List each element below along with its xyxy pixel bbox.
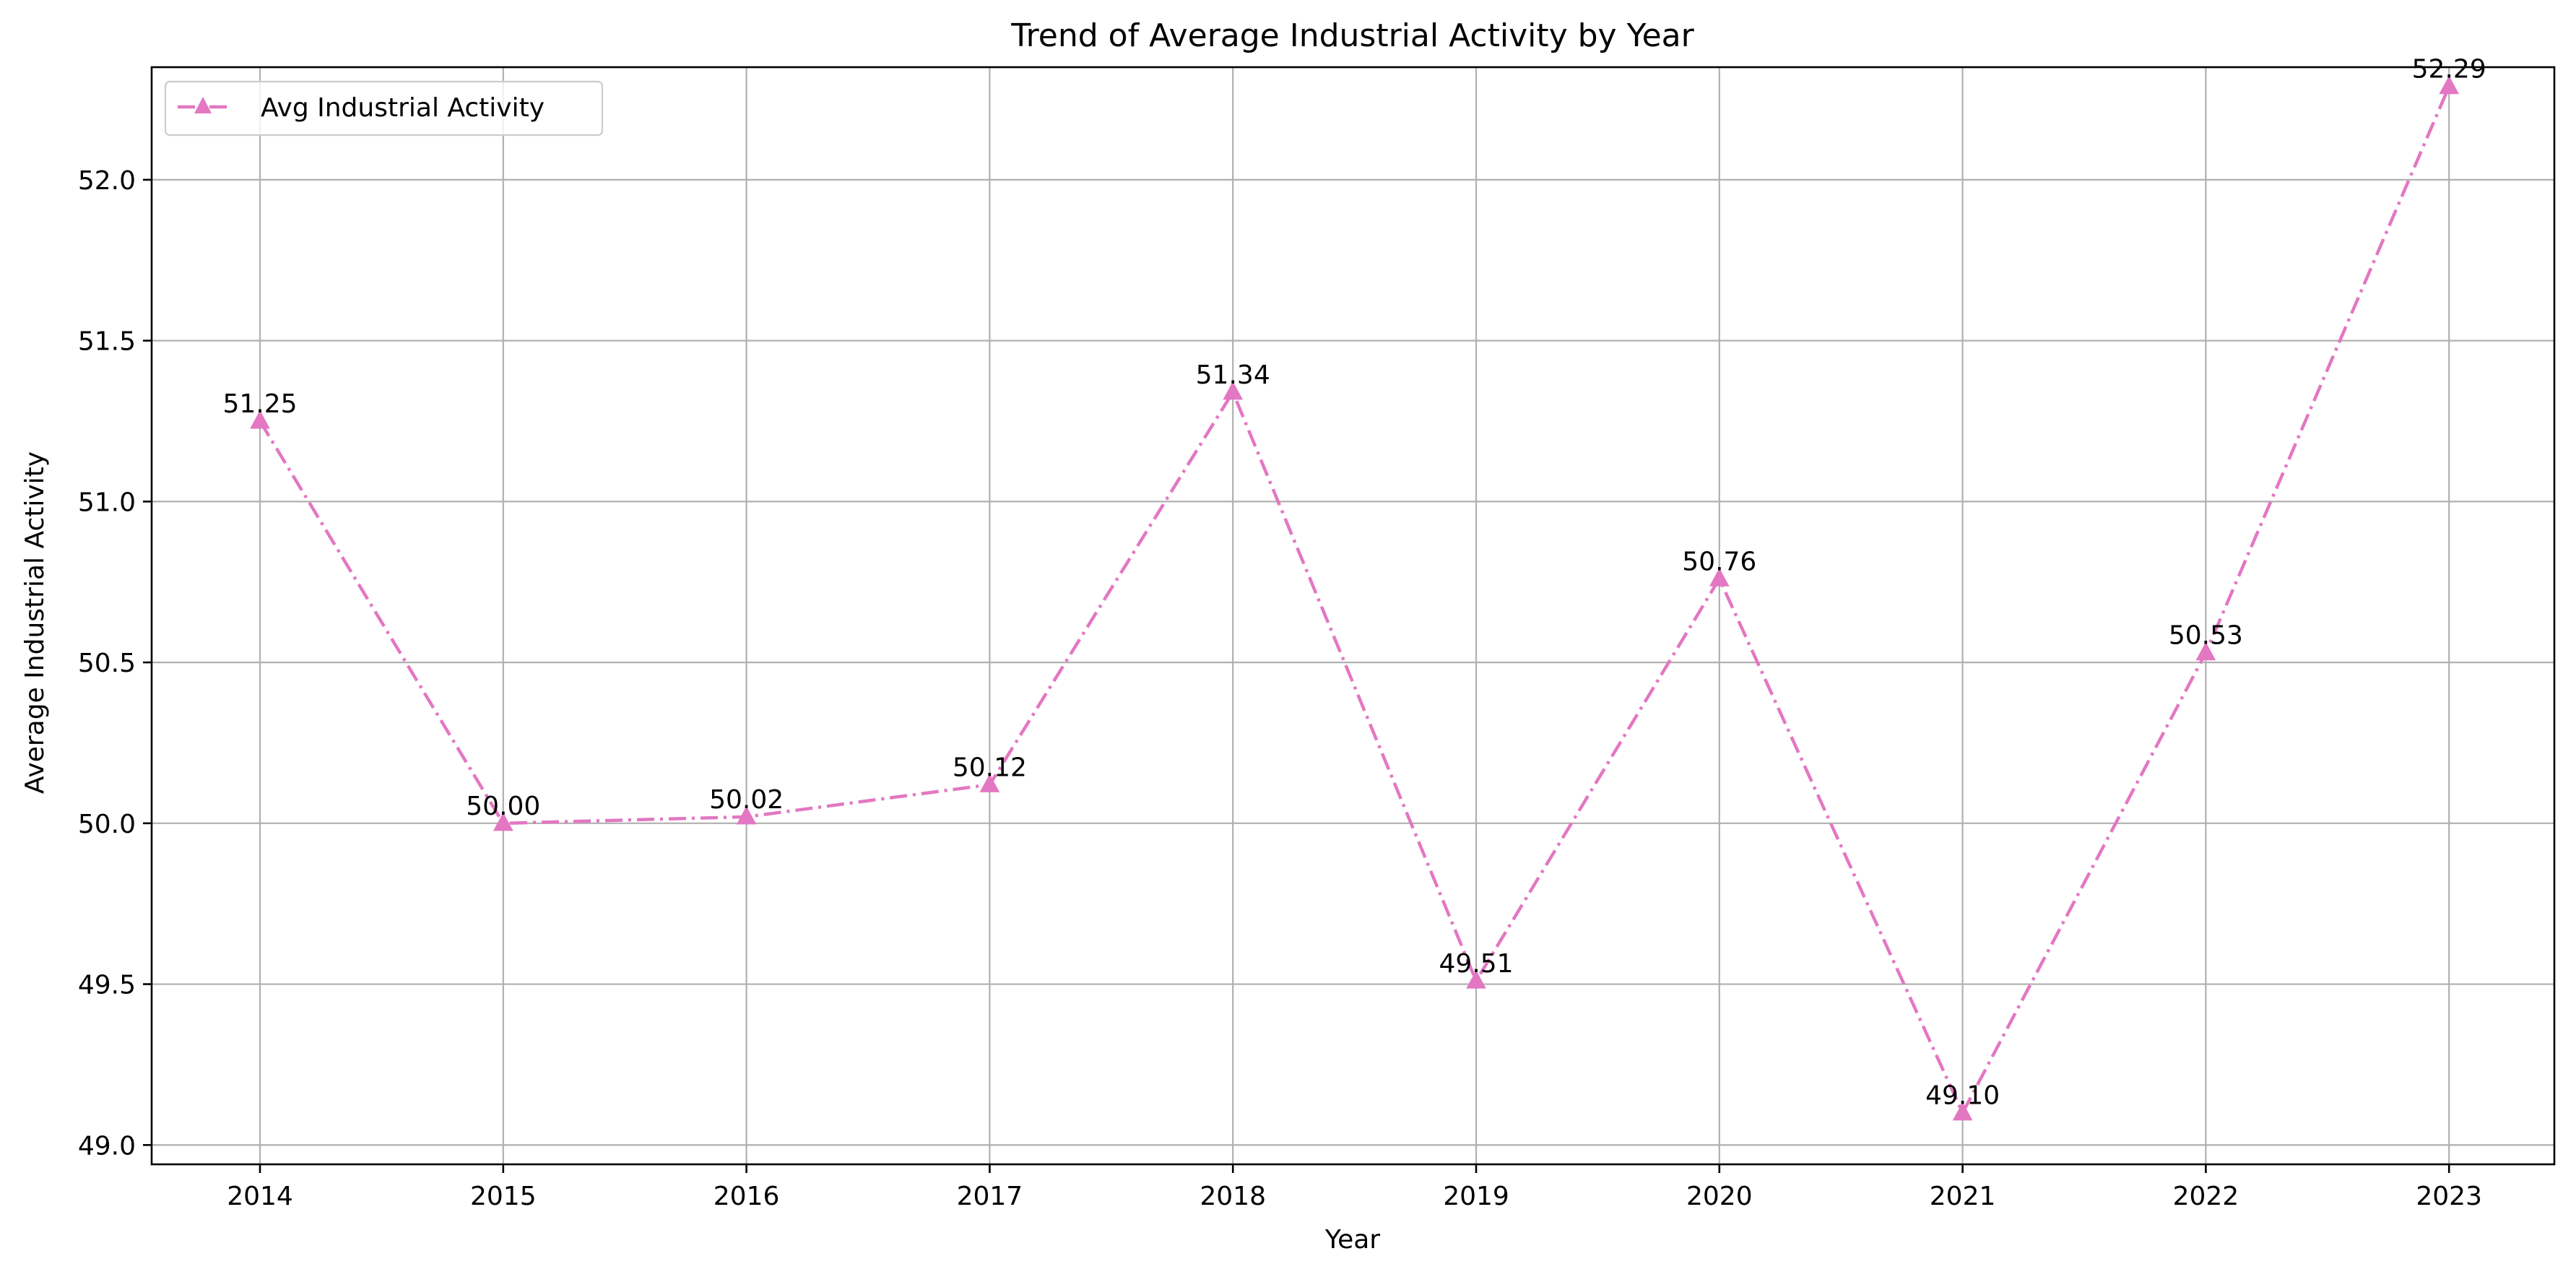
y-tick-label: 51.0 xyxy=(78,488,136,517)
data-labels: 51.25 50.00 50.02 50.12 51.34 49.51 50.76 49.10… xyxy=(222,55,2486,1111)
data-point-marker xyxy=(979,774,1000,792)
y-axis-label: Average Industrial Activity xyxy=(20,451,50,794)
data-point-marker xyxy=(250,410,270,429)
legend-marker-sample xyxy=(194,97,212,113)
data-label: 50.00 xyxy=(466,792,540,821)
legend-box xyxy=(164,80,604,137)
data-point-marker xyxy=(1223,381,1244,400)
data-label: 50.12 xyxy=(953,753,1027,782)
x-tick-label: 2018 xyxy=(1200,1182,1266,1211)
y-tick-label: 50.5 xyxy=(78,649,136,678)
data-label: 49.10 xyxy=(1925,1081,2000,1111)
plot-frame xyxy=(150,66,2556,1166)
data-label: 50.53 xyxy=(2169,621,2243,651)
series-line-path xyxy=(259,85,2451,1114)
data-point-marker xyxy=(1709,568,1730,586)
data-point-marker xyxy=(2439,75,2460,95)
grid xyxy=(152,67,2554,1164)
data-point-marker xyxy=(2195,641,2216,661)
data-label: 49.51 xyxy=(1439,949,1513,979)
series-line xyxy=(259,85,2451,1114)
x-tick-label: 2021 xyxy=(1930,1182,1996,1211)
y-tick-label: 52.0 xyxy=(78,166,136,196)
data-label: 50.76 xyxy=(1682,547,1756,576)
y-tick-label: 49.5 xyxy=(78,971,136,1000)
y-tick-label: 51.5 xyxy=(78,327,136,357)
x-tick-label: 2022 xyxy=(2173,1182,2239,1211)
legend: Avg Industrial Activity xyxy=(164,80,604,137)
x-axis-ticks: 2014 2015 2016 2017 2018 2019 2020 2021 2022 2023 xyxy=(227,1164,2482,1211)
data-label: 51.34 xyxy=(1196,360,1270,390)
x-tick-label: 2016 xyxy=(714,1182,780,1211)
data-point-marker xyxy=(736,805,757,825)
series-markers xyxy=(250,75,2460,1121)
y-axis-ticks: 49.0 49.5 50.0 50.5 51.0 51.5 52.0 xyxy=(78,166,152,1161)
data-point-marker xyxy=(1466,970,1486,989)
x-tick-label: 2019 xyxy=(1443,1182,1509,1211)
data-label: 51.25 xyxy=(222,389,297,419)
x-tick-label: 2023 xyxy=(2416,1182,2482,1211)
x-axis-label: Year xyxy=(1324,1225,1380,1255)
chart-title: Trend of Average Industrial Activity by … xyxy=(1010,17,1694,54)
legend-entry: Avg Industrial Activity xyxy=(261,93,545,123)
x-tick-label: 2017 xyxy=(957,1182,1023,1211)
x-tick-label: 2014 xyxy=(227,1182,293,1211)
x-tick-label: 2015 xyxy=(470,1182,537,1211)
data-label: 50.02 xyxy=(709,785,784,815)
data-label: 52.29 xyxy=(2412,55,2486,85)
y-tick-label: 49.0 xyxy=(78,1131,136,1161)
data-point-marker xyxy=(1952,1101,1973,1121)
y-tick-label: 50.0 xyxy=(78,810,136,839)
data-point-marker xyxy=(493,812,513,831)
x-tick-label: 2020 xyxy=(1686,1182,1753,1211)
